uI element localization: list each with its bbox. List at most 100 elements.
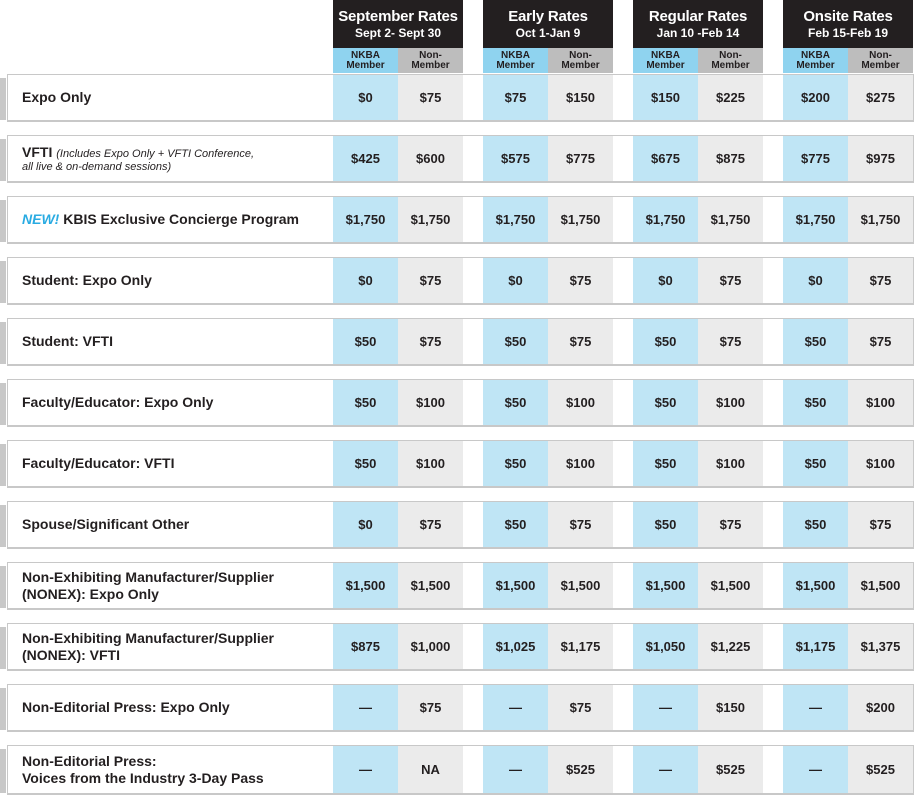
- nonmember-label-line: Non-: [719, 50, 742, 61]
- table-row: Student: VFTI $50 $75 $50 $75 $50 $75 $50 $75: [7, 318, 914, 366]
- table-row: Non-Editorial Press: Expo Only — $75— $75— $…: [7, 684, 914, 732]
- nonmember-price: $75: [698, 258, 763, 303]
- nonmember-label-line: Member: [861, 60, 900, 71]
- nonmember-price: $75: [548, 685, 613, 730]
- row-label: VFTI (Includes Expo Only + VFTI Conferen…: [22, 136, 332, 181]
- member-price: $0: [333, 75, 398, 120]
- member-label-line: Member: [496, 60, 535, 71]
- row-label-line: Student: Expo Only: [22, 272, 332, 289]
- member-price: —: [783, 746, 848, 793]
- member-price: $1,500: [783, 563, 848, 608]
- member-column-header: NKBA Member: [783, 48, 848, 73]
- nonmember-price: $525: [548, 746, 613, 793]
- nonmember-price: $75: [398, 502, 463, 547]
- table-row: Non-Exhibiting Manufacturer/Supplier (NON…: [7, 562, 914, 610]
- nonmember-price: $1,225: [698, 624, 763, 669]
- period-dates: Oct 1-Jan 9: [515, 26, 581, 40]
- row-note: all live & on-demand sessions): [22, 160, 172, 173]
- nonmember-price: $875: [698, 136, 763, 181]
- nonmember-price: $75: [848, 502, 913, 547]
- nonmember-label-line: Non-: [869, 50, 892, 61]
- member-price: $0: [783, 258, 848, 303]
- row-label: Non-Exhibiting Manufacturer/Supplier (NON…: [22, 563, 332, 608]
- nonmember-price: $1,750: [548, 197, 613, 242]
- nonmember-price: $75: [848, 319, 913, 364]
- period-title: Early Rates: [508, 8, 588, 25]
- nonmember-price: $100: [698, 441, 763, 486]
- row-tab: [0, 322, 6, 364]
- nonmember-price: $150: [548, 75, 613, 120]
- member-price: $50: [333, 319, 398, 364]
- member-label-line: NKBA: [801, 50, 830, 61]
- member-price: $0: [333, 258, 398, 303]
- nonmember-price: $75: [548, 502, 613, 547]
- member-label-line: Member: [796, 60, 835, 71]
- nonmember-price: $200: [848, 685, 913, 730]
- member-price: $50: [333, 441, 398, 486]
- member-price: —: [483, 746, 548, 793]
- period-header: Regular Rates Jan 10 -Feb 14: [633, 0, 763, 48]
- member-price: $425: [333, 136, 398, 181]
- nonmember-column-header: Non- Member: [848, 48, 913, 73]
- table-row: Non-Editorial Press: Voices from the Indu…: [7, 745, 914, 795]
- member-price: $50: [783, 502, 848, 547]
- row-label: Expo Only: [22, 75, 332, 120]
- member-price: $1,750: [483, 197, 548, 242]
- nonmember-column-header: Non- Member: [398, 48, 463, 73]
- nonmember-price: $975: [848, 136, 913, 181]
- nonmember-price: $1,750: [698, 197, 763, 242]
- nonmember-label-line: Member: [411, 60, 450, 71]
- row-label-line: Voices from the Industry 3-Day Pass: [22, 769, 264, 786]
- nonmember-price: $75: [398, 75, 463, 120]
- nonmember-price: $100: [848, 441, 913, 486]
- member-price: —: [333, 685, 398, 730]
- nonmember-price: $100: [548, 441, 613, 486]
- row-label-line: Non-Exhibiting Manufacturer/Supplier: [22, 630, 332, 647]
- nonmember-label-line: Non-: [569, 50, 592, 61]
- member-label-line: NKBA: [651, 50, 680, 61]
- member-price: $150: [633, 75, 698, 120]
- period-header: Early Rates Oct 1-Jan 9: [483, 0, 613, 48]
- member-price: $1,500: [483, 563, 548, 608]
- row-label-line: Faculty/Educator: VFTI: [22, 455, 332, 472]
- member-price: $50: [483, 319, 548, 364]
- nonmember-price: $75: [398, 319, 463, 364]
- row-label-text: Faculty/Educator: VFTI: [22, 455, 175, 471]
- row-label-text: Non-Editorial Press: Expo Only: [22, 699, 230, 715]
- member-price: $1,750: [783, 197, 848, 242]
- member-price: $75: [483, 75, 548, 120]
- nonmember-price: $75: [548, 319, 613, 364]
- member-price: $1,500: [333, 563, 398, 608]
- nonmember-label-line: Member: [711, 60, 750, 71]
- nonmember-price: NA: [398, 746, 463, 793]
- member-price: $50: [783, 380, 848, 425]
- row-label-text: Student: VFTI: [22, 333, 113, 349]
- period-title: Onsite Rates: [803, 8, 893, 25]
- row-note: (Includes Expo Only + VFTI Conference,: [56, 147, 255, 160]
- row-tab: [0, 261, 6, 303]
- table-row: Non-Exhibiting Manufacturer/Supplier (NON…: [7, 623, 914, 671]
- row-tab: [0, 749, 6, 793]
- row-label-text: Spouse/Significant Other: [22, 516, 190, 532]
- nonmember-price: $150: [698, 685, 763, 730]
- member-price: $200: [783, 75, 848, 120]
- member-price: —: [783, 685, 848, 730]
- row-label-text: VFTI: [22, 143, 53, 160]
- nonmember-price: $75: [698, 502, 763, 547]
- row-label: Non-Exhibiting Manufacturer/Supplier (NON…: [22, 624, 332, 669]
- row-label-line: Non-Exhibiting Manufacturer/Supplier: [22, 569, 332, 586]
- nonmember-price: $100: [848, 380, 913, 425]
- member-price: $1,500: [633, 563, 698, 608]
- row-label-line: (NONEX): Expo Only: [22, 585, 159, 602]
- row-label-line: Faculty/Educator: Expo Only: [22, 394, 332, 411]
- nonmember-label-line: Member: [561, 60, 600, 71]
- nonmember-price: $275: [848, 75, 913, 120]
- row-label-line: NEW! KBIS Exclusive Concierge Program: [22, 211, 332, 228]
- member-price: $1,025: [483, 624, 548, 669]
- period-title: September Rates: [338, 8, 458, 25]
- row-label: Non-Editorial Press: Expo Only: [22, 685, 332, 730]
- row-tab: [0, 566, 6, 608]
- nonmember-price: $1,750: [398, 197, 463, 242]
- nonmember-price: $1,000: [398, 624, 463, 669]
- member-price: —: [483, 685, 548, 730]
